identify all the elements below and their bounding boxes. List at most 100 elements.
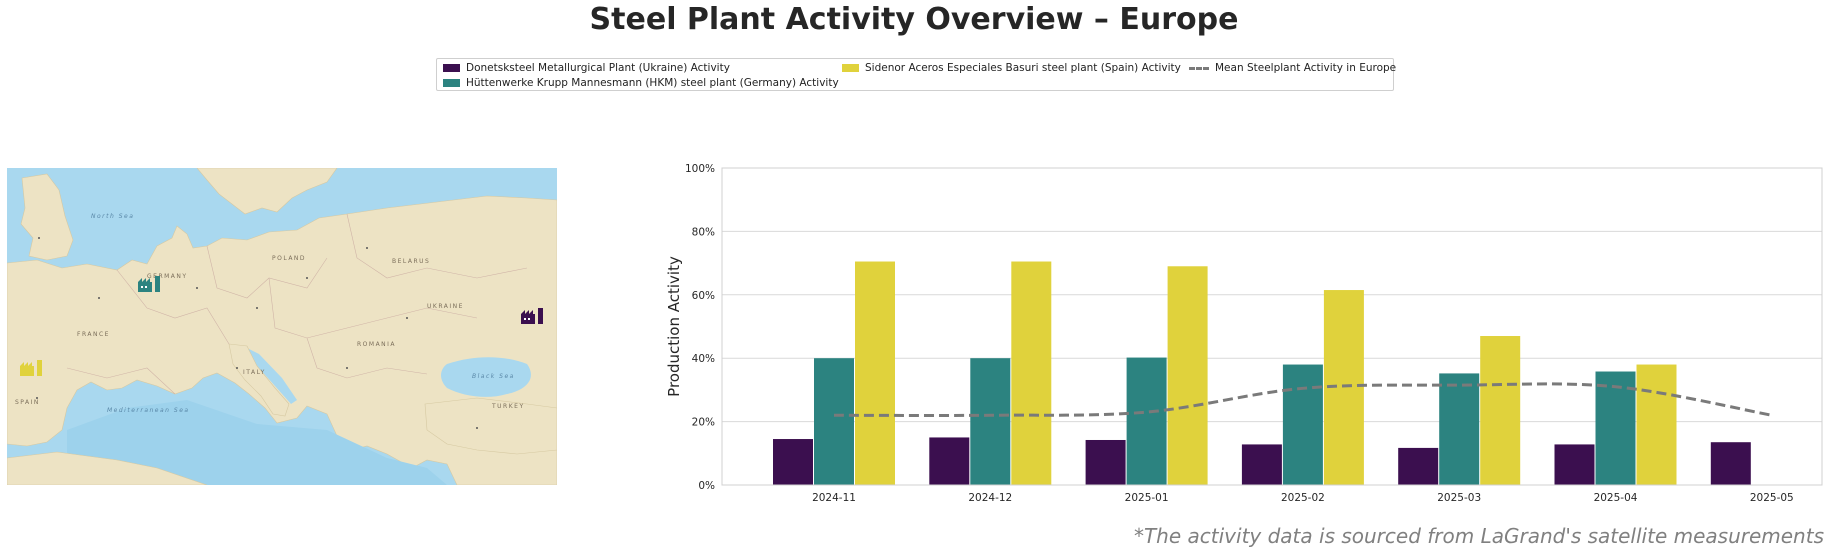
bar-donetsksteel	[1710, 442, 1751, 485]
factory-icon-window	[141, 286, 143, 288]
map-label-turkey: TURKEY	[491, 403, 525, 410]
factory-icon-window	[145, 286, 147, 288]
map-black-sea	[441, 357, 531, 397]
map-city-dot	[476, 427, 478, 429]
mean-activity-line	[833, 382, 1773, 417]
map-city-dot	[236, 367, 238, 369]
legend-swatch-donetsksteel	[443, 64, 460, 72]
map-border-3	[268, 277, 478, 339]
map-turkey	[424, 397, 557, 455]
legend-label-donetsksteel: Donetsksteel Metallurgical Plant (Ukrain…	[466, 62, 730, 74]
x-tick-label: 2024-12	[968, 492, 1012, 504]
map-border-6	[66, 367, 176, 395]
map-italy	[228, 343, 290, 417]
europe-map: North Sea FRANCE GERMANY POLAND BELARUS …	[7, 168, 557, 485]
map-label-poland: POLAND	[272, 255, 306, 262]
map-mediterranean	[67, 400, 447, 485]
factory-icon-window	[524, 318, 526, 320]
footnote: *The activity data is sourced from LaGra…	[1133, 524, 1824, 548]
factory-icon-chimney	[538, 308, 543, 324]
factory-icon	[521, 308, 543, 324]
map-label-north-sea: North Sea	[91, 213, 134, 220]
factory-icon-window	[528, 318, 530, 320]
map-border-4	[306, 337, 428, 379]
legend-label-sidenor: Sidenor Aceros Especiales Basuri steel p…	[865, 62, 1181, 74]
chart-mean-line	[833, 382, 1773, 417]
bar-donetsksteel	[773, 439, 813, 485]
map-label-ukraine: UKRAINE	[427, 303, 464, 310]
bar-donetsksteel	[1085, 439, 1126, 485]
x-tick-label: 2025-05	[1750, 492, 1794, 504]
map-city-dot	[196, 287, 198, 289]
map-borders	[66, 213, 528, 395]
factory-icon-chimney	[37, 360, 42, 376]
map-svg: North Sea FRANCE GERMANY POLAND BELARUS …	[7, 168, 557, 485]
map-label-italy: ITALY	[243, 369, 266, 376]
legend-label-mean: Mean Steelplant Activity in Europe	[1215, 62, 1397, 74]
map-label-belarus: BELARUS	[392, 258, 430, 265]
y-axis-label: Production Activity	[665, 256, 683, 397]
map-label-germany: GERMANY	[147, 273, 188, 280]
map-land-mainland	[7, 195, 557, 485]
x-tick-label: 2025-02	[1281, 492, 1325, 504]
legend-swatch-sidenor	[842, 64, 859, 72]
legend-item-mean: Mean Steelplant Activity in Europe	[1189, 62, 1396, 74]
bar-donetsksteel	[1398, 447, 1439, 485]
legend-item-hkm: Hüttenwerke Krupp Mannesmann (HKM) steel…	[443, 77, 839, 89]
bar-sidenor	[1636, 364, 1677, 485]
x-tick-label: 2024-11	[812, 492, 856, 504]
legend-item-sidenor: Sidenor Aceros Especiales Basuri steel p…	[842, 62, 1181, 74]
map-city-dot	[346, 367, 348, 369]
map-border-2	[206, 245, 328, 299]
bar-hkm	[970, 358, 1011, 485]
x-tick-label: 2025-01	[1125, 492, 1169, 504]
map-label-spain: SPAIN	[15, 399, 40, 406]
page-title: Steel Plant Activity Overview – Europe	[589, 2, 1239, 37]
x-tick-label: 2025-03	[1437, 492, 1481, 504]
factory-icon-roof	[20, 362, 32, 366]
map-label-france: FRANCE	[77, 331, 110, 338]
legend-swatch-hkm	[443, 79, 460, 87]
y-tick-label: 40%	[692, 353, 715, 365]
y-tick-label: 0%	[698, 480, 715, 492]
map-city-dot	[98, 297, 100, 299]
map-city-dot	[306, 277, 308, 279]
bar-donetsksteel	[1241, 444, 1282, 485]
x-tick-label: 2025-04	[1594, 492, 1638, 504]
bar-sidenor	[1167, 266, 1208, 485]
bar-donetsksteel	[1554, 444, 1595, 485]
y-tick-label: 80%	[692, 226, 715, 238]
bar-hkm	[1439, 373, 1480, 485]
y-tick-label: 60%	[692, 290, 715, 302]
legend-item-donetsksteel: Donetsksteel Metallurgical Plant (Ukrain…	[443, 62, 730, 74]
bar-sidenor	[1011, 261, 1052, 485]
bar-sidenor	[1480, 336, 1521, 485]
bar-hkm	[1595, 371, 1636, 485]
map-great-britain	[20, 173, 74, 261]
map-border-5	[346, 213, 528, 279]
map-north-africa	[7, 451, 208, 485]
factory-icon-chimney	[155, 276, 160, 292]
bar-hkm	[1126, 357, 1167, 485]
map-city-dot	[366, 247, 368, 249]
factory-icon-body	[20, 366, 34, 376]
map-label-romania: ROMANIA	[357, 341, 396, 348]
factory-icon	[20, 360, 42, 376]
legend-dash-mean	[1189, 66, 1209, 70]
map-city-dot	[36, 397, 38, 399]
map-city-dots	[36, 237, 478, 429]
y-tick-label: 100%	[685, 163, 715, 175]
bar-hkm	[1282, 364, 1323, 485]
factory-icon-roof	[521, 310, 533, 314]
chart-legend: Donetsksteel Metallurgical Plant (Ukrain…	[436, 58, 1396, 91]
y-tick-label: 20%	[692, 417, 715, 429]
map-scandinavia	[196, 168, 338, 215]
map-adriatic	[247, 348, 297, 404]
map-label-mediterranean: Mediterranean Sea	[107, 407, 190, 414]
map-label-black-sea: Black Sea	[472, 373, 515, 380]
factory-icon-roof	[138, 278, 150, 282]
map-city-dot	[256, 307, 258, 309]
bar-donetsksteel	[929, 437, 970, 485]
map-border-1	[116, 269, 230, 345]
